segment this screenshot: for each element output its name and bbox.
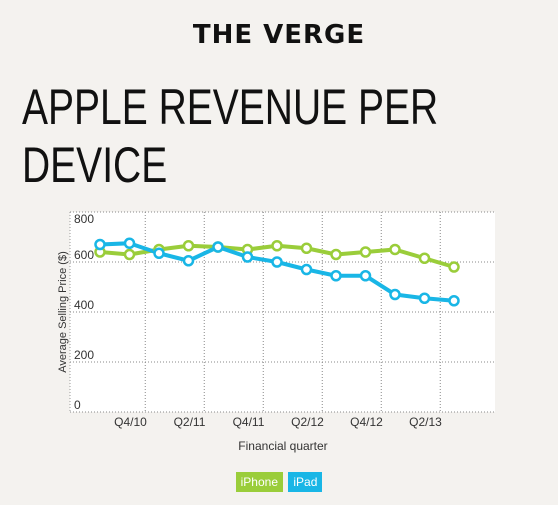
data-point-iphone <box>123 248 136 261</box>
data-point-ipad <box>448 295 460 307</box>
y-tick-label: 0 <box>74 398 81 412</box>
title-line-2: DEVICE <box>22 137 168 193</box>
data-point-ipad <box>330 270 342 282</box>
data-point-ipad <box>359 270 372 282</box>
y-tick-labels: 0 200 400 600 800 <box>74 212 94 412</box>
series-group <box>94 237 460 307</box>
x-tick-label: Q4/12 <box>350 415 383 429</box>
data-point-ipad <box>212 241 224 253</box>
data-point-ipad <box>153 247 165 259</box>
y-tick-label: 800 <box>74 212 94 226</box>
data-point-ipad <box>271 256 283 268</box>
the-verge-logo: THE VERGE <box>192 20 366 50</box>
data-point-ipad <box>182 255 195 267</box>
x-tick-label: Q4/11 <box>233 415 265 429</box>
data-point-iphone <box>182 240 195 252</box>
data-point-iphone <box>359 246 372 258</box>
x-tick-label: Q2/13 <box>409 415 442 429</box>
y-tick-label: 400 <box>74 298 94 312</box>
data-point-iphone <box>300 242 313 254</box>
data-point-iphone <box>330 248 342 261</box>
title-line-1: APPLE REVENUE PER <box>22 79 439 135</box>
x-tick-labels: Q4/10 Q2/11 Q4/11 Q2/12 Q4/12 Q2/13 <box>114 415 442 429</box>
data-point-iphone <box>448 261 460 273</box>
data-point-iphone <box>389 243 401 256</box>
y-axis-label: Average Selling Price ($) <box>57 251 69 372</box>
data-point-iphone <box>418 252 431 264</box>
data-point-ipad <box>300 263 313 276</box>
x-tick-label: Q2/12 <box>291 415 324 429</box>
data-point-ipad <box>389 288 401 301</box>
data-point-ipad <box>418 292 431 304</box>
data-point-iphone <box>271 240 283 252</box>
legend-iphone: iPhone <box>235 472 283 492</box>
x-tick-label: Q4/10 <box>114 415 147 429</box>
legend: iPhone iPad <box>0 472 558 492</box>
x-axis-label: Financial quarter <box>238 439 327 453</box>
chart: 0 200 400 600 800 Q4/10 Q2/11 Q4/11 Q2/12 Q4/12 Q… <box>0 200 558 500</box>
data-point-ipad <box>94 238 106 251</box>
y-tick-label: 200 <box>74 348 94 362</box>
page-title: APPLE REVENUE PER DEVICE <box>22 78 490 194</box>
y-tick-label: 600 <box>74 248 94 262</box>
data-point-ipad <box>123 237 136 249</box>
data-point-ipad <box>241 251 254 263</box>
legend-ipad: iPad <box>288 472 323 492</box>
x-tick-label: Q2/11 <box>174 415 206 429</box>
